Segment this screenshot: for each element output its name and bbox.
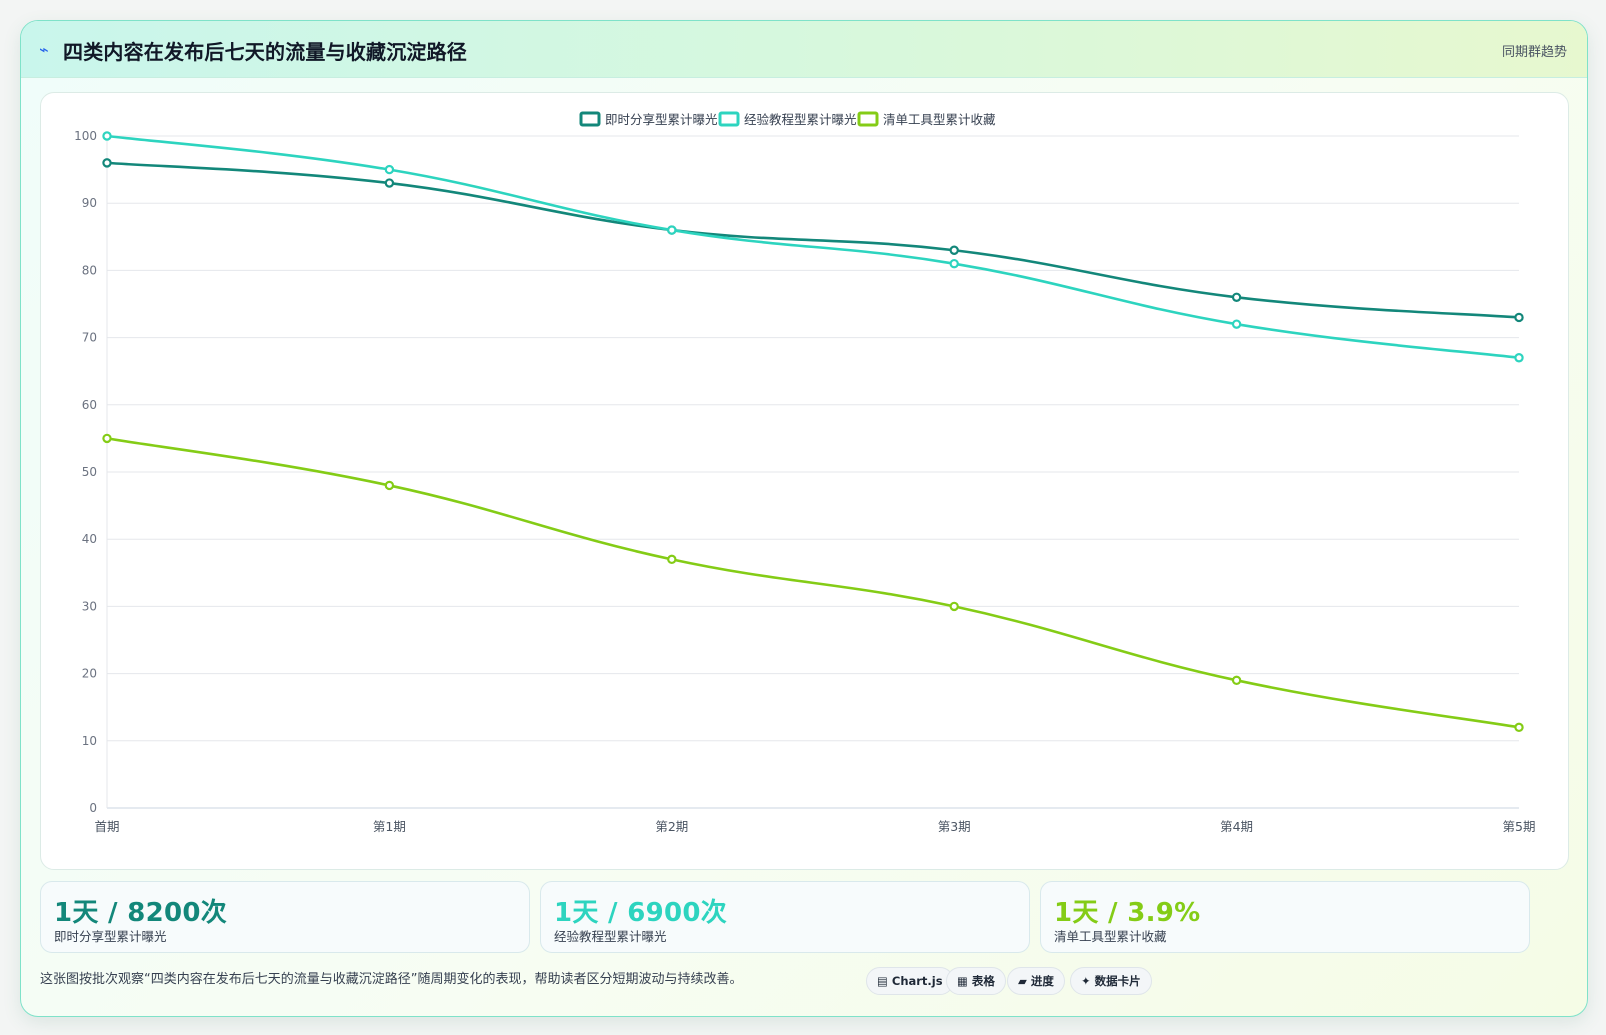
kpi-card-tutorial: 1天 / 6900次 经验教程型累计曝光: [540, 881, 1030, 953]
x-tick-label: 第2期: [655, 819, 688, 834]
kpi-card-instant-share: 1天 / 8200次 即时分享型累计曝光: [40, 881, 530, 953]
y-tick-label: 70: [82, 331, 97, 345]
chart-icon: ▤: [877, 974, 892, 988]
data-point: [949, 245, 959, 255]
data-point: [102, 131, 112, 141]
kpi-label: 即时分享型累计曝光: [54, 929, 167, 944]
legend-label: 清单工具型累计收藏: [883, 112, 996, 127]
data-point: [949, 601, 959, 612]
y-tick-label: 10: [82, 734, 97, 748]
chart-panel: 0 10 20 30 40 50 60 70 80 90 100 首期 第1期 第2期 第3期 第4期 第5期 即…: [40, 92, 1569, 870]
data-point: [102, 433, 112, 444]
y-tick-label: 30: [82, 599, 97, 613]
y-tick-label: 40: [82, 532, 97, 546]
chip-label: 数据卡片: [1094, 974, 1141, 988]
chip-label: 表格: [971, 974, 995, 988]
chip-label: 进度: [1030, 974, 1054, 988]
kpi-row: 1天 / 8200次 即时分享型累计曝光 1天 / 6900次 经验教程型累计曝…: [40, 881, 1568, 953]
data-point: [949, 258, 959, 269]
data-point: [1514, 312, 1524, 323]
data-point: [667, 554, 677, 565]
x-tick-label: 首期: [94, 819, 119, 834]
data-point: [667, 225, 677, 235]
y-tick-label: 100: [74, 129, 97, 143]
series-line: [106, 437, 1520, 729]
chip-table[interactable]: ▦ 表格: [946, 967, 1006, 995]
line-chart: 0 10 20 30 40 50 60 70 80 90 100 首期 第1期 第2期 第3期 第4期 第5期 即…: [74, 111, 1536, 834]
x-tick-label: 第3期: [938, 819, 971, 834]
page-title: 四类内容在发布后七天的流量与收藏沉淀路径: [63, 40, 467, 64]
sparkle-icon: ✦: [1081, 974, 1095, 988]
kpi-value: 1天 / 8200次: [54, 898, 228, 928]
data-point: [1514, 722, 1524, 733]
lightning-icon: ⌁: [39, 40, 49, 59]
kpi-card-checklist: 1天 / 3.9% 清单工具型累计收藏: [1040, 881, 1530, 953]
data-point: [384, 164, 395, 175]
data-point: [384, 480, 395, 491]
legend-swatch: [718, 111, 740, 127]
cohort-trend-link[interactable]: 同期群趋势: [1501, 45, 1567, 60]
chip-chartjs[interactable]: ▤ Chart.js: [866, 967, 954, 995]
legend-label: 经验教程型累计曝光: [744, 112, 857, 127]
x-tick-label: 第4期: [1220, 819, 1253, 834]
y-tick-label: 90: [82, 196, 97, 210]
progress-icon: ▰: [1018, 974, 1031, 988]
data-point: [1514, 353, 1524, 363]
chip-progress[interactable]: ▰ 进度: [1007, 967, 1065, 995]
y-tick-label: 50: [82, 465, 97, 479]
card-header: ⌁ 四类内容在发布后七天的流量与收藏沉淀路径 同期群趋势: [21, 21, 1587, 78]
y-tick-label: 20: [82, 667, 97, 681]
kpi-label: 经验教程型累计曝光: [554, 929, 667, 944]
data-point: [1231, 319, 1242, 329]
series-line: [106, 161, 1520, 319]
chart-footnote: 这张图按批次观察“四类内容在发布后七天的流量与收藏沉淀路径”随周期变化的表现，帮…: [40, 972, 743, 987]
legend-label: 即时分享型累计曝光: [605, 112, 718, 127]
kpi-value: 1天 / 3.9%: [1054, 898, 1201, 928]
series-line: [106, 134, 1520, 360]
data-point: [1231, 292, 1242, 302]
table-icon: ▦: [957, 974, 972, 988]
chip-data-card[interactable]: ✦ 数据卡片: [1070, 967, 1152, 995]
data-point: [384, 178, 395, 188]
chip-label: Chart.js: [891, 974, 943, 988]
data-point: [102, 158, 112, 168]
legend-swatch: [857, 111, 879, 127]
kpi-label: 清单工具型累计收藏: [1054, 929, 1167, 944]
x-tick-label: 第1期: [373, 819, 406, 834]
y-tick-label: 60: [82, 398, 97, 412]
y-tick-label: 80: [82, 263, 97, 277]
kpi-value: 1天 / 6900次: [554, 898, 728, 928]
x-tick-label: 第5期: [1503, 819, 1536, 834]
data-point: [1231, 675, 1242, 686]
legend-swatch: [579, 111, 601, 127]
y-tick-label: 0: [89, 801, 97, 815]
chart-card: ⌁ 四类内容在发布后七天的流量与收藏沉淀路径 同期群趋势 0 10 20 30 40 50…: [20, 20, 1588, 1017]
